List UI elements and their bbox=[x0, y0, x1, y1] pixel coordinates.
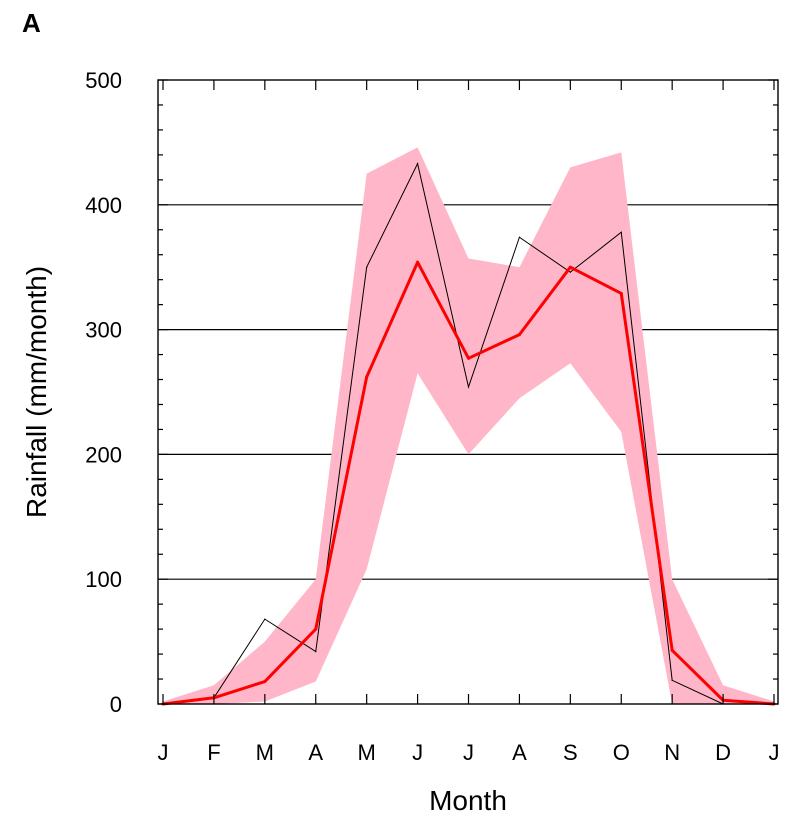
mean-point-9 bbox=[619, 291, 623, 295]
x-tick-label-0: J bbox=[158, 740, 169, 765]
x-axis-title: Month bbox=[429, 785, 507, 816]
tick-labels: J F M A M J J A S O N D J 0 100 200 300 400 500 bbox=[85, 68, 779, 765]
observed-point-2 bbox=[264, 618, 266, 620]
observed-point-5 bbox=[416, 163, 419, 165]
observed-point-6 bbox=[467, 386, 470, 388]
y-axis-title: Rainfall (mm/month) bbox=[21, 266, 52, 518]
x-tick-label-4: M bbox=[358, 740, 376, 765]
x-tick-label-2: M bbox=[256, 740, 274, 765]
observed-point-4 bbox=[366, 266, 368, 268]
x-tick-label-9: O bbox=[613, 740, 630, 765]
y-tick-label-400: 400 bbox=[85, 193, 122, 218]
x-tick-label-8: S bbox=[563, 740, 578, 765]
y-tick-label-100: 100 bbox=[85, 567, 122, 592]
x-tick-label-5: J bbox=[412, 740, 423, 765]
band-area bbox=[163, 147, 774, 705]
observed-point-3 bbox=[315, 650, 317, 653]
observed-point-7 bbox=[518, 236, 521, 238]
y-tick-label-500: 500 bbox=[85, 68, 122, 93]
uncertainty-band bbox=[163, 147, 774, 705]
x-tick-label-3: A bbox=[308, 740, 323, 765]
x-tick-label-1: F bbox=[207, 740, 220, 765]
mean-point-4 bbox=[365, 375, 369, 379]
axis-ticks bbox=[158, 79, 778, 705]
panel-label: A bbox=[22, 8, 41, 38]
x-tick-label-11: D bbox=[715, 740, 731, 765]
series-lines bbox=[161, 162, 776, 706]
mean-point-7 bbox=[517, 333, 521, 337]
y-tick-label-200: 200 bbox=[85, 442, 122, 467]
mean-point-3 bbox=[314, 627, 318, 631]
mean-point-2 bbox=[263, 680, 267, 684]
observed-point-9 bbox=[620, 231, 622, 233]
mean-point-8 bbox=[568, 265, 572, 269]
observed-point-8 bbox=[569, 271, 571, 273]
x-tick-label-6: J bbox=[463, 740, 474, 765]
x-tick-label-10: N bbox=[664, 740, 680, 765]
mean-point-10 bbox=[670, 648, 674, 652]
y-tick-label-300: 300 bbox=[85, 318, 122, 343]
x-tick-label-7: A bbox=[512, 740, 527, 765]
y-tick-label-0: 0 bbox=[110, 692, 122, 717]
mean-point-5 bbox=[416, 260, 420, 264]
x-tick-label-12: J bbox=[769, 740, 780, 765]
observed-point-10 bbox=[671, 679, 673, 681]
mean-point-6 bbox=[467, 356, 470, 360]
